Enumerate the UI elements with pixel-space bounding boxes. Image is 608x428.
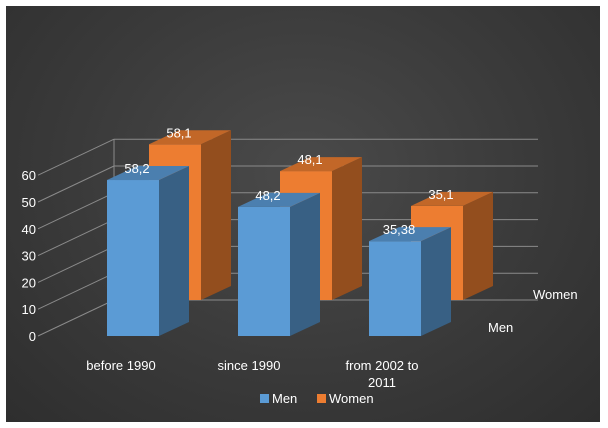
- depth-axis-label: Women: [533, 287, 578, 302]
- depth-axis-labels: Men Women: [488, 287, 578, 335]
- bar-side-face: [159, 166, 189, 336]
- legend-swatch: [260, 394, 269, 403]
- bar-side-face: [290, 192, 320, 336]
- bar-side-face: [332, 157, 362, 300]
- legend-label: Women: [329, 391, 374, 406]
- grid-diagonal: [37, 192, 115, 230]
- data-label: 58,1: [166, 125, 191, 140]
- bar-top-face: [107, 166, 189, 181]
- y-tick-label: 20: [22, 275, 36, 290]
- grid-diagonal: [37, 245, 115, 283]
- y-tick-label: 50: [22, 195, 36, 210]
- men-bar: 58,2: [107, 161, 189, 336]
- grid-diagonal: [37, 165, 115, 203]
- grid-diagonal: [37, 138, 115, 176]
- x-tick-label: from 2002 to 2011: [346, 358, 419, 390]
- grid-diagonal: [37, 299, 115, 337]
- bar-side-face: [421, 227, 451, 336]
- legend-label: Men: [272, 391, 297, 406]
- legend-item: Women: [317, 391, 374, 406]
- data-label: 35,1: [428, 187, 453, 202]
- data-label: 48,1: [297, 152, 322, 167]
- bar-top-face: [411, 191, 493, 206]
- depth-axis-label: Men: [488, 320, 513, 335]
- chart-frame: 58,1 48,1 35,1 58,2 48,2 35,38 0 10 20 30 40 50 60…: [6, 6, 600, 422]
- x-axis-labels: before 1990 since 1990 from 2002 to 2011: [86, 358, 418, 390]
- legend-swatch: [317, 394, 326, 403]
- grid-diagonal: [37, 272, 115, 310]
- y-tick-label: 40: [22, 222, 36, 237]
- bar-top-face: [238, 192, 320, 207]
- y-tick-label: 10: [22, 302, 36, 317]
- bar-top-face: [149, 130, 231, 145]
- men-bar: 35,38: [369, 222, 451, 336]
- data-label: 48,2: [255, 188, 280, 203]
- bar-side-face: [463, 191, 493, 300]
- y-tick-label: 60: [22, 168, 36, 183]
- bar-front-face: [238, 206, 290, 336]
- data-label: 58,2: [124, 161, 149, 176]
- y-tick-label: 30: [22, 249, 36, 264]
- bar-front-face: [107, 180, 159, 336]
- men-bar: 48,2: [238, 188, 320, 336]
- grid-diagonal: [37, 219, 115, 257]
- bar-front-face: [369, 241, 421, 336]
- bar-top-face: [280, 157, 362, 172]
- y-tick-label: 0: [29, 329, 36, 344]
- bar-side-face: [201, 130, 231, 300]
- data-label: 35,38: [383, 222, 416, 237]
- legend: Men Women: [260, 391, 374, 406]
- x-tick-label: before 1990: [86, 358, 155, 373]
- men-series: 58,2 48,2 35,38: [107, 161, 451, 336]
- x-tick-label: since 1990: [218, 358, 281, 373]
- y-axis-ticks: 0 10 20 30 40 50 60: [22, 168, 36, 344]
- bar-top-face: [369, 227, 451, 242]
- legend-item: Men: [260, 391, 297, 406]
- bar-chart-3d: 58,1 48,1 35,1 58,2 48,2 35,38 0 10 20 30 40 50 60…: [22, 125, 578, 406]
